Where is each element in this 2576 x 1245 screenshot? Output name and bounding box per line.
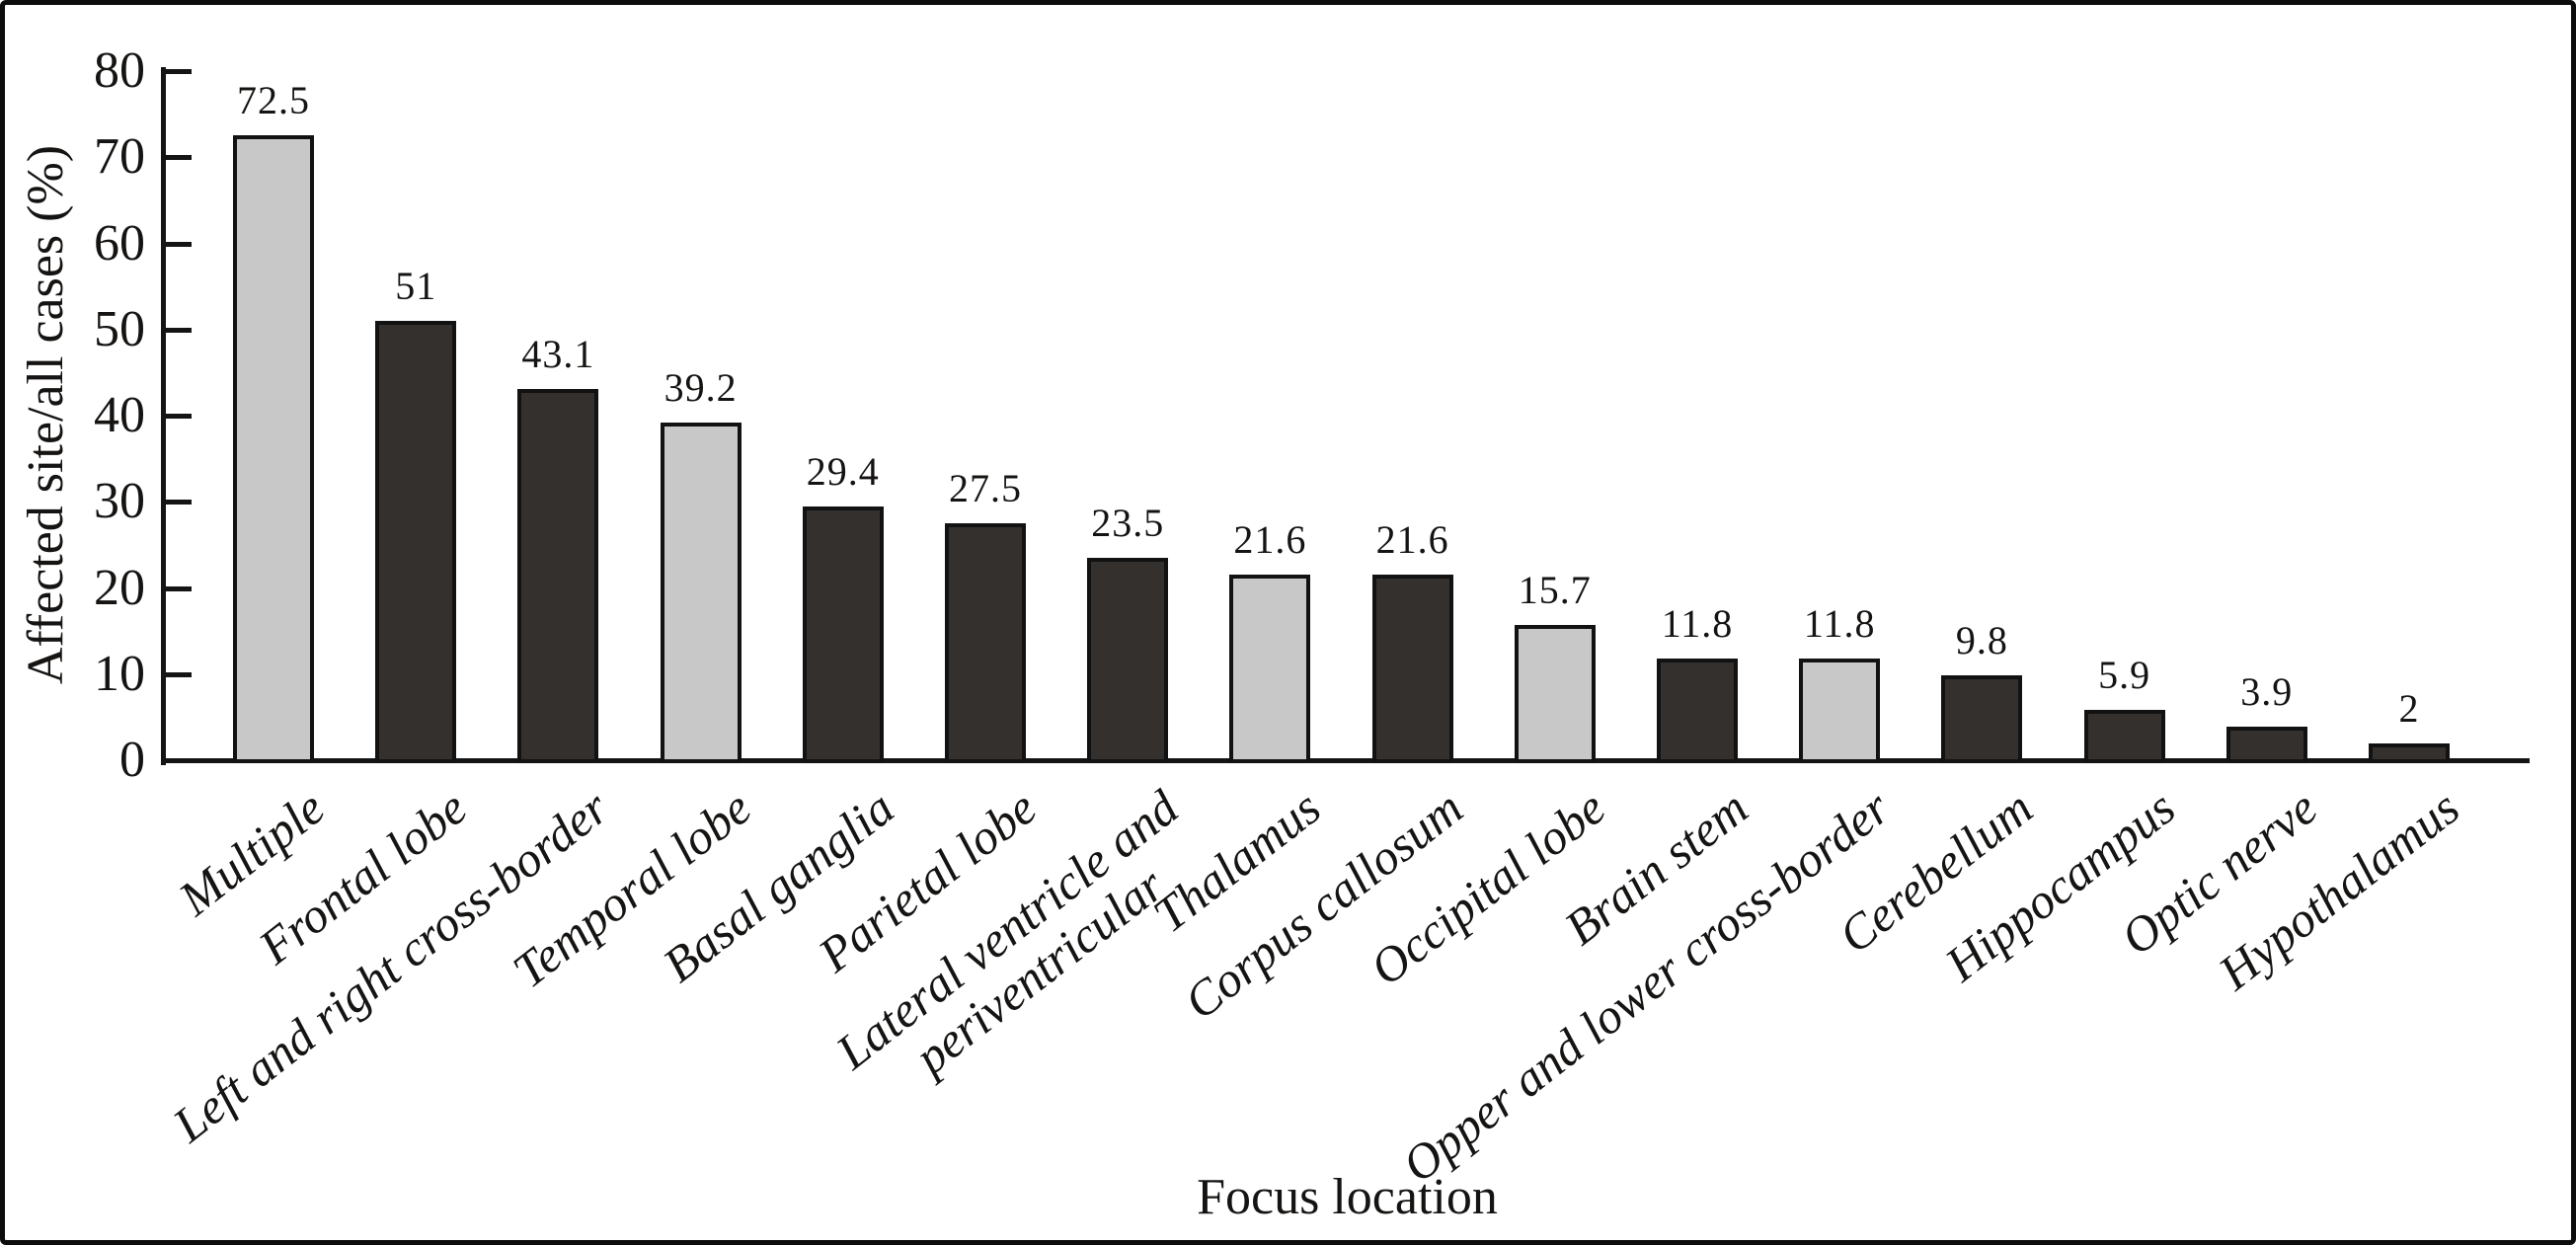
bar-value-label: 21.6 (1233, 516, 1307, 562)
y-tick-label: 20 (94, 559, 145, 616)
bar-16 (2369, 742, 2450, 763)
bar-2 (375, 321, 457, 763)
y-tick-label: 50 (94, 300, 145, 357)
bar-6 (945, 523, 1026, 763)
bar-3 (517, 388, 599, 763)
bar-value-label: 3.9 (2240, 668, 2294, 714)
bar-value-label: 15.7 (1518, 568, 1592, 613)
bar-13 (1941, 675, 2023, 763)
y-tick-label: 60 (94, 214, 145, 272)
bar-11 (1657, 659, 1738, 763)
x-axis-title: Focus location (1197, 1169, 1498, 1225)
bar-value-label: 9.8 (1955, 618, 2008, 663)
y-tick-label: 10 (94, 645, 145, 702)
bar-value-label: 39.2 (664, 364, 738, 410)
y-tick-mark (166, 671, 192, 677)
bar-8 (1229, 574, 1311, 763)
y-tick-mark (166, 155, 192, 161)
y-tick-label: 70 (94, 128, 145, 186)
bar-value-label: 11.8 (1803, 601, 1876, 647)
bar-7 (1087, 557, 1169, 763)
bar-9 (1371, 574, 1453, 763)
bar-value-label: 27.5 (949, 466, 1022, 511)
bar-value-label: 23.5 (1091, 500, 1165, 545)
bar-1 (233, 135, 314, 763)
bar-value-label: 21.6 (1375, 516, 1449, 562)
y-axis-line (161, 67, 166, 765)
y-tick-label: 30 (94, 473, 145, 530)
bar-value-label: 51 (395, 264, 437, 309)
bar-value-label: 29.4 (806, 449, 880, 495)
plot-area: 0 10 20 30 40 50 60 70 80 72.5 Multiple 51 Frontal l… (5, 5, 2571, 1240)
x-axis-line (161, 758, 2530, 763)
bar-value-label: 11.8 (1661, 601, 1734, 647)
bar-4 (660, 422, 742, 763)
bar-value-label: 43.1 (521, 331, 595, 376)
bar-12 (1799, 659, 1881, 763)
bar-value-label: 2 (2398, 685, 2420, 731)
y-tick-mark (166, 414, 192, 419)
y-tick-mark (166, 500, 192, 506)
y-tick-mark (166, 241, 192, 247)
bar-14 (2083, 709, 2165, 763)
y-tick-label: 40 (94, 387, 145, 443)
bar-15 (2225, 726, 2307, 763)
bar-10 (1514, 625, 1596, 763)
y-tick-mark (166, 585, 192, 591)
bar-value-label: 72.5 (237, 78, 310, 123)
y-tick-label: 80 (94, 42, 145, 99)
y-tick-label: 0 (119, 732, 145, 788)
bar-5 (802, 506, 884, 763)
y-tick-mark (166, 327, 192, 333)
y-tick-mark (166, 69, 192, 74)
bar-value-label: 5.9 (2098, 652, 2151, 697)
